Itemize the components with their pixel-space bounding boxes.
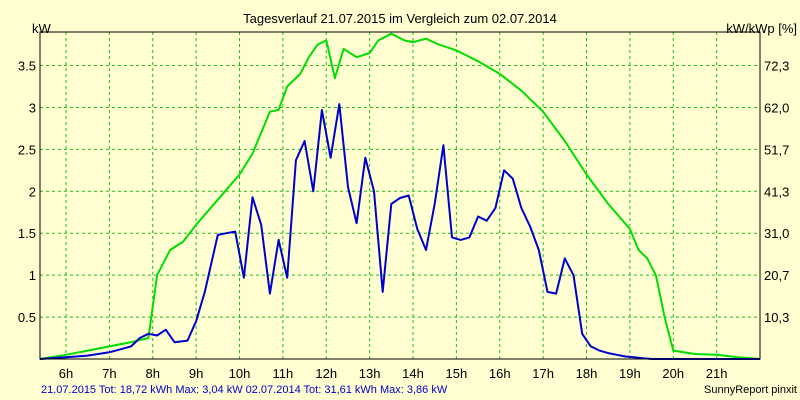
series-line-1 — [39, 32, 761, 360]
y-tick-label-left: 0.5 — [18, 310, 36, 325]
x-tick-label: 13h — [359, 366, 381, 381]
x-tick-label: 14h — [402, 366, 424, 381]
x-tick-label: 16h — [489, 366, 511, 381]
y-tick-label-right: 72,3 — [764, 59, 789, 74]
plot-frame — [39, 31, 761, 360]
y-tick-label-right: 10,3 — [764, 310, 789, 325]
y-tick-label-right: 62,0 — [764, 100, 789, 115]
x-tick-label: 7h — [102, 366, 116, 381]
x-tick-label: 18h — [576, 366, 598, 381]
x-tick-label: 20h — [662, 366, 684, 381]
y-tick-label-left: 3 — [29, 100, 36, 115]
footer-credit: SunnyReport pinxit — [704, 384, 797, 396]
x-tick-label: 6h — [59, 366, 73, 381]
y-tick-label-left: 2 — [29, 184, 36, 199]
x-tick-label: 21h — [706, 366, 728, 381]
footer-summary: 21.07.2015 Tot: 18,72 kWh Max: 3,04 kW 0… — [41, 384, 448, 396]
y-tick-label-right: 20,7 — [764, 268, 789, 283]
y-tick-label-left: 1.5 — [18, 226, 36, 241]
x-tick-label: 9h — [189, 366, 203, 381]
y-tick-label-right: 41,3 — [764, 184, 789, 199]
x-tick-label: 8h — [146, 366, 160, 381]
series-line-2 — [39, 103, 760, 360]
series-lines — [39, 32, 761, 360]
right-axis-label: kW/kWp [%] — [726, 21, 797, 36]
x-tick-label: 12h — [315, 366, 337, 381]
chart-title: Tagesverlauf 21.07.2015 im Vergleich zum… — [243, 11, 557, 26]
y-tick-label-left: 3.5 — [18, 59, 36, 74]
x-tick-label: 17h — [532, 366, 554, 381]
x-tick-label: 19h — [619, 366, 641, 381]
y-tick-label-right: 31,0 — [764, 226, 789, 241]
grid-lines — [40, 32, 760, 359]
axis-ticks: 6h 7h 8h 9h 10h 11h 12h 13h 14h 15h 16h 17h 18h 19h 20… — [18, 59, 789, 381]
x-tick-label: 10h — [229, 366, 251, 381]
left-axis-label: kW — [32, 21, 52, 36]
y-tick-label-right: 51,7 — [764, 142, 789, 157]
x-tick-label: 15h — [446, 366, 468, 381]
y-tick-label-left: 1 — [29, 268, 36, 283]
y-tick-label-left: 2.5 — [18, 142, 36, 157]
x-tick-label: 11h — [273, 366, 294, 381]
